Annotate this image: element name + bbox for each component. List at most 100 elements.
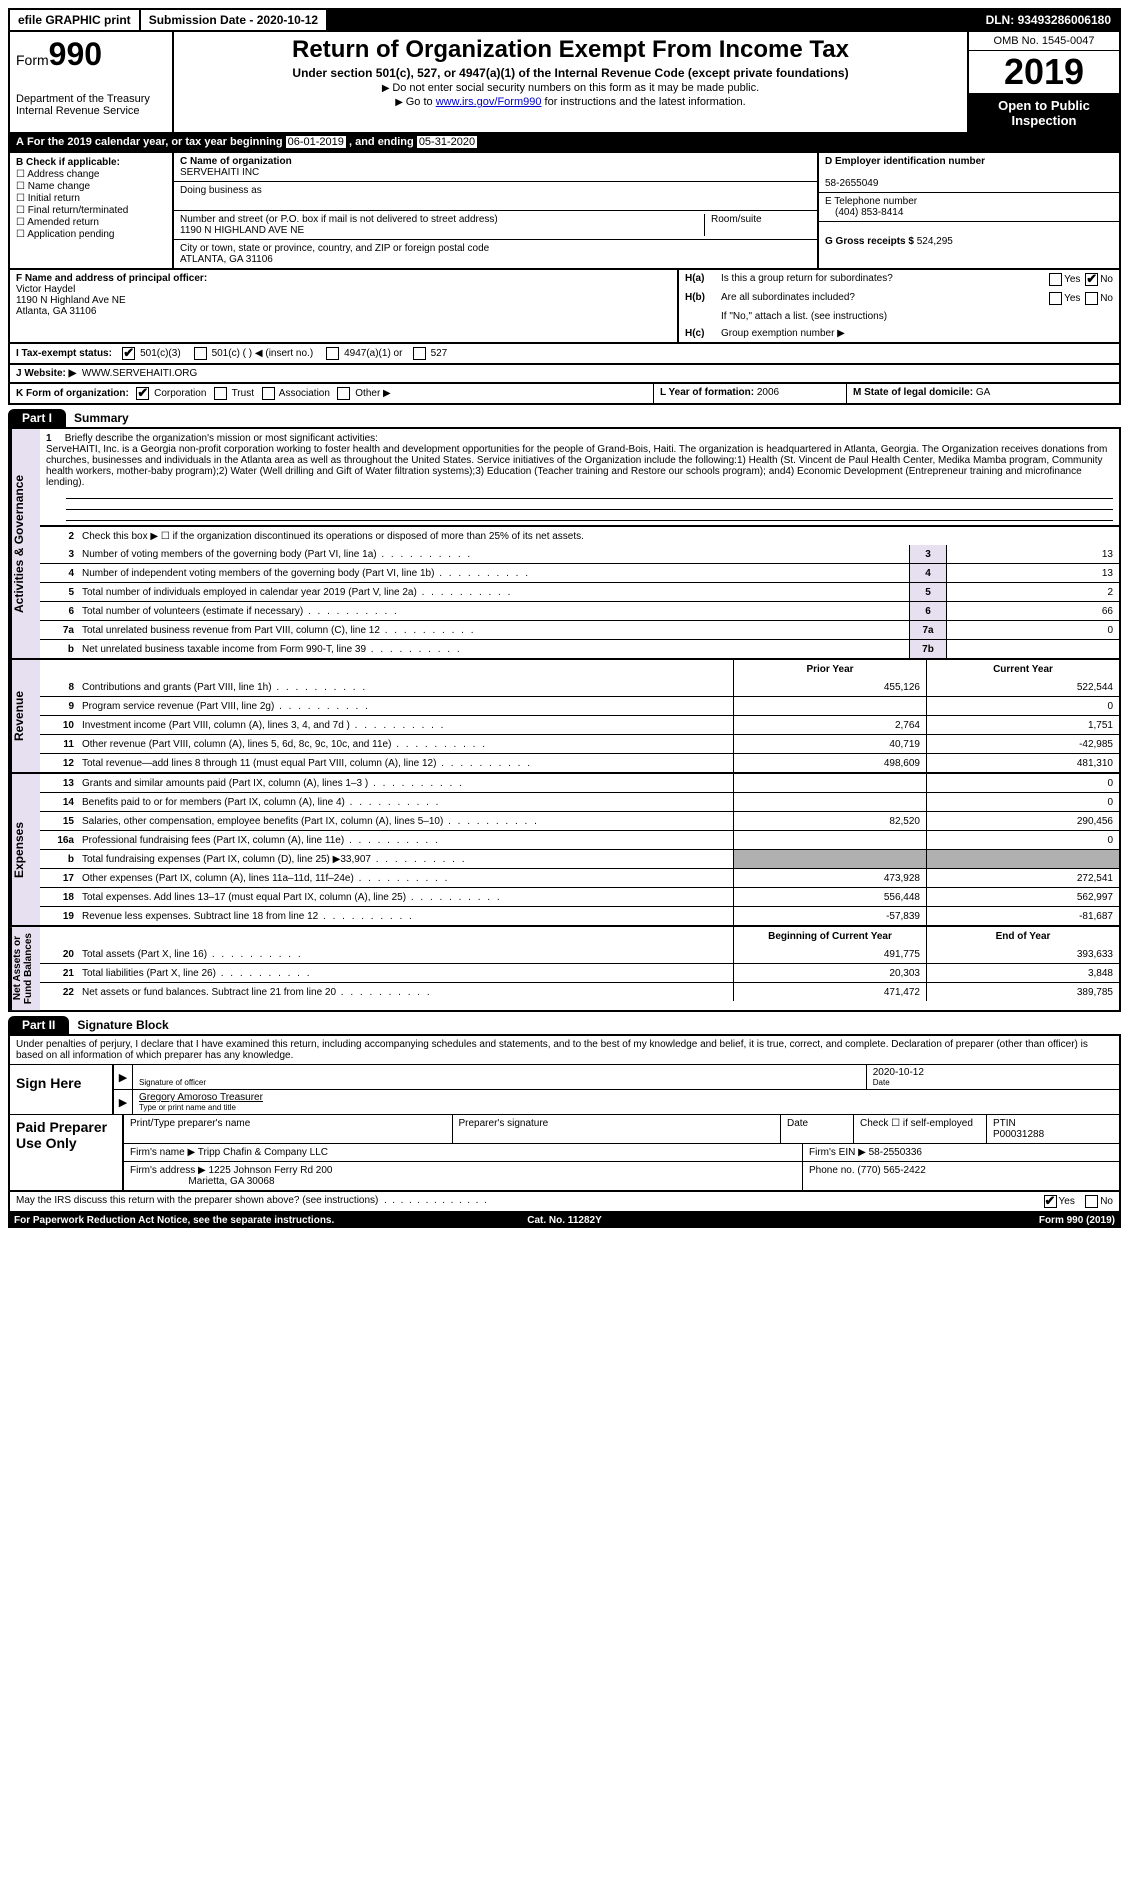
street-row: Number and street (or P.O. box if mail i… [174, 211, 817, 240]
section-bcdeg: B Check if applicable: ☐ Address change … [8, 153, 1121, 270]
section-klm: K Form of organization: Corporation Trus… [8, 384, 1121, 405]
cb-trust[interactable] [214, 387, 227, 400]
h-c: H(c)Group exemption number ▶ [679, 325, 1119, 342]
ag-line-7a: 7aTotal unrelated business revenue from … [40, 620, 1119, 639]
hb-no[interactable] [1085, 292, 1098, 305]
discuss-yes-no[interactable]: Yes No [1036, 1192, 1119, 1211]
ssn-note: Do not enter social security numbers on … [180, 82, 961, 94]
arrow-icon: ▶ [114, 1065, 133, 1089]
link-note: Go to www.irs.gov/Form990 for instructio… [180, 96, 961, 108]
ag-line-b: bNet unrelated business taxable income f… [40, 639, 1119, 658]
city-row: City or town, state or province, country… [174, 240, 817, 268]
hb-yes[interactable] [1049, 292, 1062, 305]
department: Department of the Treasury Internal Reve… [16, 93, 166, 117]
exp-line-16a: 16aProfessional fundraising fees (Part I… [40, 830, 1119, 849]
cb-app-pending[interactable]: ☐ Application pending [16, 229, 166, 240]
cb-amended[interactable]: ☐ Amended return [16, 217, 166, 228]
form-title: Return of Organization Exempt From Incom… [180, 36, 961, 64]
h-b: H(b) Are all subordinates included? Yes … [679, 289, 1119, 308]
org-name-row: C Name of organization SERVEHAITI INC [174, 153, 817, 182]
cb-4947[interactable] [326, 347, 339, 360]
col-b-checkboxes: B Check if applicable: ☐ Address change … [10, 153, 174, 268]
principal-officer: F Name and address of principal officer:… [10, 270, 679, 342]
cb-initial-return[interactable]: ☐ Initial return [16, 193, 166, 204]
efile-label: efile GRAPHIC print [10, 10, 141, 30]
year-formation: L Year of formation: 2006 [653, 384, 846, 403]
part2-body: Under penalties of perjury, I declare th… [8, 1034, 1121, 1192]
part1-header: Part I Summary [8, 409, 1121, 427]
rev-line-11: 11Other revenue (Part VIII, column (A), … [40, 734, 1119, 753]
col-c-org-info: C Name of organization SERVEHAITI INC Do… [174, 153, 817, 268]
ha-yes-no[interactable]: Yes No [1047, 273, 1113, 286]
form-of-org: K Form of organization: Corporation Trus… [10, 384, 653, 403]
ag-line-6: 6Total number of volunteers (estimate if… [40, 601, 1119, 620]
cb-501c[interactable] [194, 347, 207, 360]
sig-intro: Under penalties of perjury, I declare th… [10, 1036, 1119, 1065]
ag-line-3: 3Number of voting members of the governi… [40, 545, 1119, 563]
irs-link[interactable]: www.irs.gov/Form990 [436, 96, 542, 108]
side-exp: Expenses [10, 774, 40, 925]
cb-other[interactable] [337, 387, 350, 400]
ag-content: 1 Briefly describe the organization's mi… [40, 429, 1119, 658]
cb-501c3[interactable] [122, 347, 135, 360]
rev-line-9: 9Program service revenue (Part VIII, lin… [40, 696, 1119, 715]
exp-content: 13Grants and similar amounts paid (Part … [40, 774, 1119, 925]
part1-body: Activities & Governance 1 Briefly descri… [8, 427, 1121, 1012]
section-fh: F Name and address of principal officer:… [8, 270, 1121, 344]
form-header: Form990 Department of the Treasury Inter… [8, 32, 1121, 134]
col-de: D Employer identification number 58-2655… [817, 153, 1119, 268]
h-b-note: If "No," attach a list. (see instruction… [679, 308, 1119, 325]
ha-no[interactable] [1085, 273, 1098, 286]
cb-corp[interactable] [136, 387, 149, 400]
line-2: 2Check this box ▶ ☐ if the organization … [40, 526, 1119, 545]
ag-block: Activities & Governance 1 Briefly descri… [10, 429, 1119, 658]
cb-527[interactable] [413, 347, 426, 360]
exp-line-14: 14Benefits paid to or for members (Part … [40, 792, 1119, 811]
section-i: I Tax-exempt status: 501(c)(3) 501(c) ( … [8, 344, 1121, 365]
exp-line-19: 19Revenue less expenses. Subtract line 1… [40, 906, 1119, 925]
ag-line-4: 4Number of independent voting members of… [40, 563, 1119, 582]
rev-content: Prior Year Current Year 8Contributions a… [40, 660, 1119, 772]
discuss-yes[interactable] [1044, 1195, 1057, 1208]
exp-line-17: 17Other expenses (Part IX, column (A), l… [40, 868, 1119, 887]
exp-line-b: bTotal fundraising expenses (Part IX, co… [40, 849, 1119, 868]
prep-row-2: Firm's name ▶ Tripp Chafin & Company LLC… [124, 1144, 1119, 1162]
state-domicile: M State of legal domicile: GA [846, 384, 1119, 403]
section-j: J Website: ▶ WWW.SERVEHAITI.ORG [8, 365, 1121, 384]
irs-discuss-row: May the IRS discuss this return with the… [8, 1192, 1121, 1213]
exp-block: Expenses 13Grants and similar amounts pa… [10, 772, 1119, 925]
ha-yes[interactable] [1049, 273, 1062, 286]
na-line-22: 22Net assets or fund balances. Subtract … [40, 982, 1119, 1001]
cb-assoc[interactable] [262, 387, 275, 400]
dba-row: Doing business as [174, 182, 817, 211]
sig-row-1: ▶ Signature of officer 2020-10-12 Date [114, 1065, 1119, 1090]
prep-row-3: Firm's address ▶ 1225 Johnson Ferry Rd 2… [124, 1162, 1119, 1190]
exp-line-15: 15Salaries, other compensation, employee… [40, 811, 1119, 830]
exp-line-13: 13Grants and similar amounts paid (Part … [40, 774, 1119, 792]
prep-row-1: Print/Type preparer's name Preparer's si… [124, 1115, 1119, 1144]
submission-date: Submission Date - 2020-10-12 [141, 10, 328, 30]
col-h: H(a) Is this a group return for subordin… [679, 270, 1119, 342]
form-number: Form990 [16, 36, 166, 73]
rev-line-12: 12Total revenue—add lines 8 through 11 (… [40, 753, 1119, 772]
header-right: OMB No. 1545-0047 2019 Open to Public In… [967, 32, 1119, 132]
sign-here-block: Sign Here ▶ Signature of officer 2020-10… [10, 1065, 1119, 1114]
cb-address-change[interactable]: ☐ Address change [16, 169, 166, 180]
discuss-no[interactable] [1085, 1195, 1098, 1208]
h-a: H(a) Is this a group return for subordin… [679, 270, 1119, 289]
exp-line-18: 18Total expenses. Add lines 13–17 (must … [40, 887, 1119, 906]
side-rev: Revenue [10, 660, 40, 772]
row-a-tax-year: A For the 2019 calendar year, or tax yea… [8, 134, 1121, 153]
cb-final-return[interactable]: ☐ Final return/terminated [16, 205, 166, 216]
na-line-21: 21Total liabilities (Part X, line 26)20,… [40, 963, 1119, 982]
rev-line-10: 10Investment income (Part VIII, column (… [40, 715, 1119, 734]
side-ag: Activities & Governance [10, 429, 40, 658]
website-row: J Website: ▶ WWW.SERVEHAITI.ORG [10, 365, 1119, 382]
hb-yes-no[interactable]: Yes No [1047, 292, 1113, 305]
rev-block: Revenue Prior Year Current Year 8Contrib… [10, 658, 1119, 772]
part2-header: Part II Signature Block [8, 1016, 1121, 1034]
na-head: Beginning of Current Year End of Year [40, 927, 1119, 945]
cb-name-change[interactable]: ☐ Name change [16, 181, 166, 192]
tax-exempt-status: I Tax-exempt status: 501(c)(3) 501(c) ( … [10, 344, 1119, 363]
top-bar: efile GRAPHIC print Submission Date - 20… [8, 8, 1121, 32]
